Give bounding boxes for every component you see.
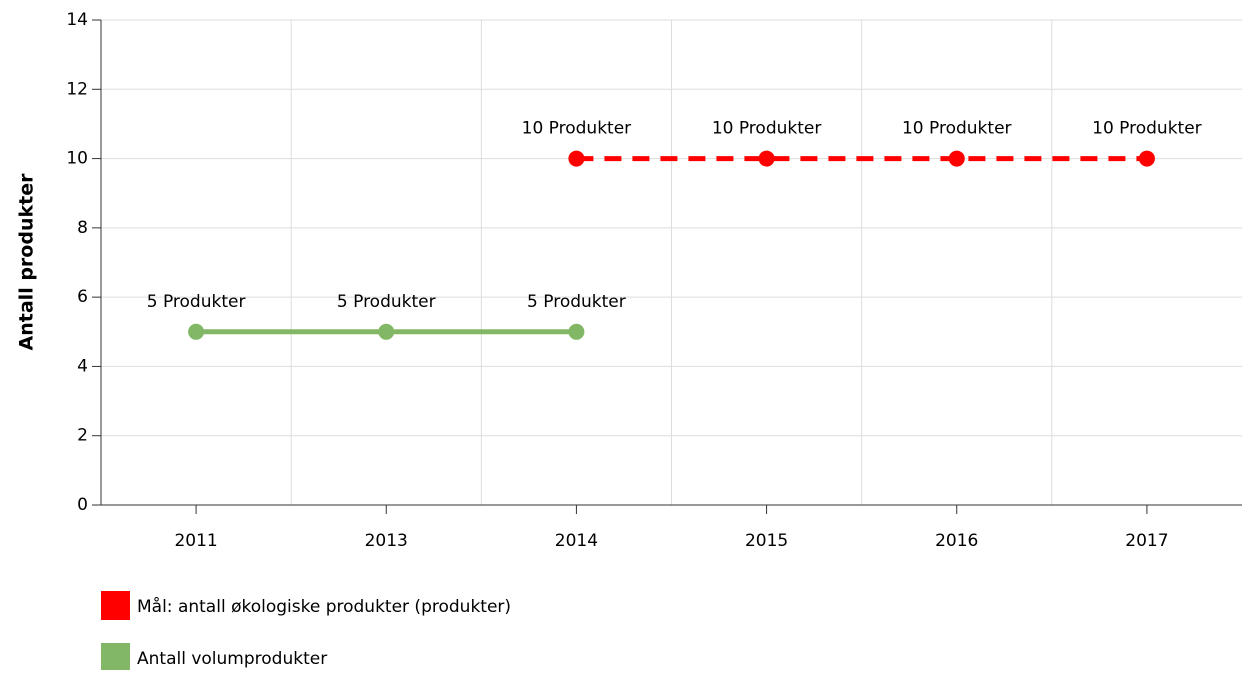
y-tick-label: 0 (77, 495, 88, 515)
x-tick-label: 2015 (745, 531, 788, 551)
x-tick-label: 2016 (935, 531, 978, 551)
x-tick-label: 2017 (1125, 531, 1168, 551)
y-tick-label: 6 (77, 287, 88, 307)
data-point (1138, 150, 1155, 167)
data-point (188, 323, 205, 340)
data-point (568, 150, 585, 167)
data-label: 10 Produkter (902, 119, 1012, 139)
legend-swatch (101, 591, 130, 620)
data-label: 5 Produkter (147, 292, 246, 312)
legend-label: Antall volumprodukter (137, 649, 327, 669)
y-tick-label: 12 (66, 79, 88, 99)
x-tick-label: 2014 (555, 531, 598, 551)
y-tick-label: 4 (77, 356, 88, 376)
data-label: 10 Produkter (1092, 119, 1202, 139)
x-tick-label: 2013 (365, 531, 408, 551)
x-tick-label: 2011 (174, 531, 217, 551)
y-tick-label: 14 (66, 10, 88, 30)
data-point (378, 323, 395, 340)
data-label: 5 Produkter (527, 292, 626, 312)
legend-label: Mål: antall økologiske produkter (produk… (137, 596, 511, 617)
data-point (568, 323, 585, 340)
y-tick-label: 10 (66, 149, 88, 169)
y-axis-label: Antall produkter (16, 173, 38, 351)
y-tick-label: 8 (77, 218, 88, 238)
data-label: 10 Produkter (712, 119, 822, 139)
data-label: 10 Produkter (522, 119, 632, 139)
y-tick-label: 2 (77, 426, 88, 446)
legend-swatch (101, 643, 130, 672)
data-label: 5 Produkter (337, 292, 436, 312)
data-point (758, 150, 775, 167)
data-point (948, 150, 965, 167)
